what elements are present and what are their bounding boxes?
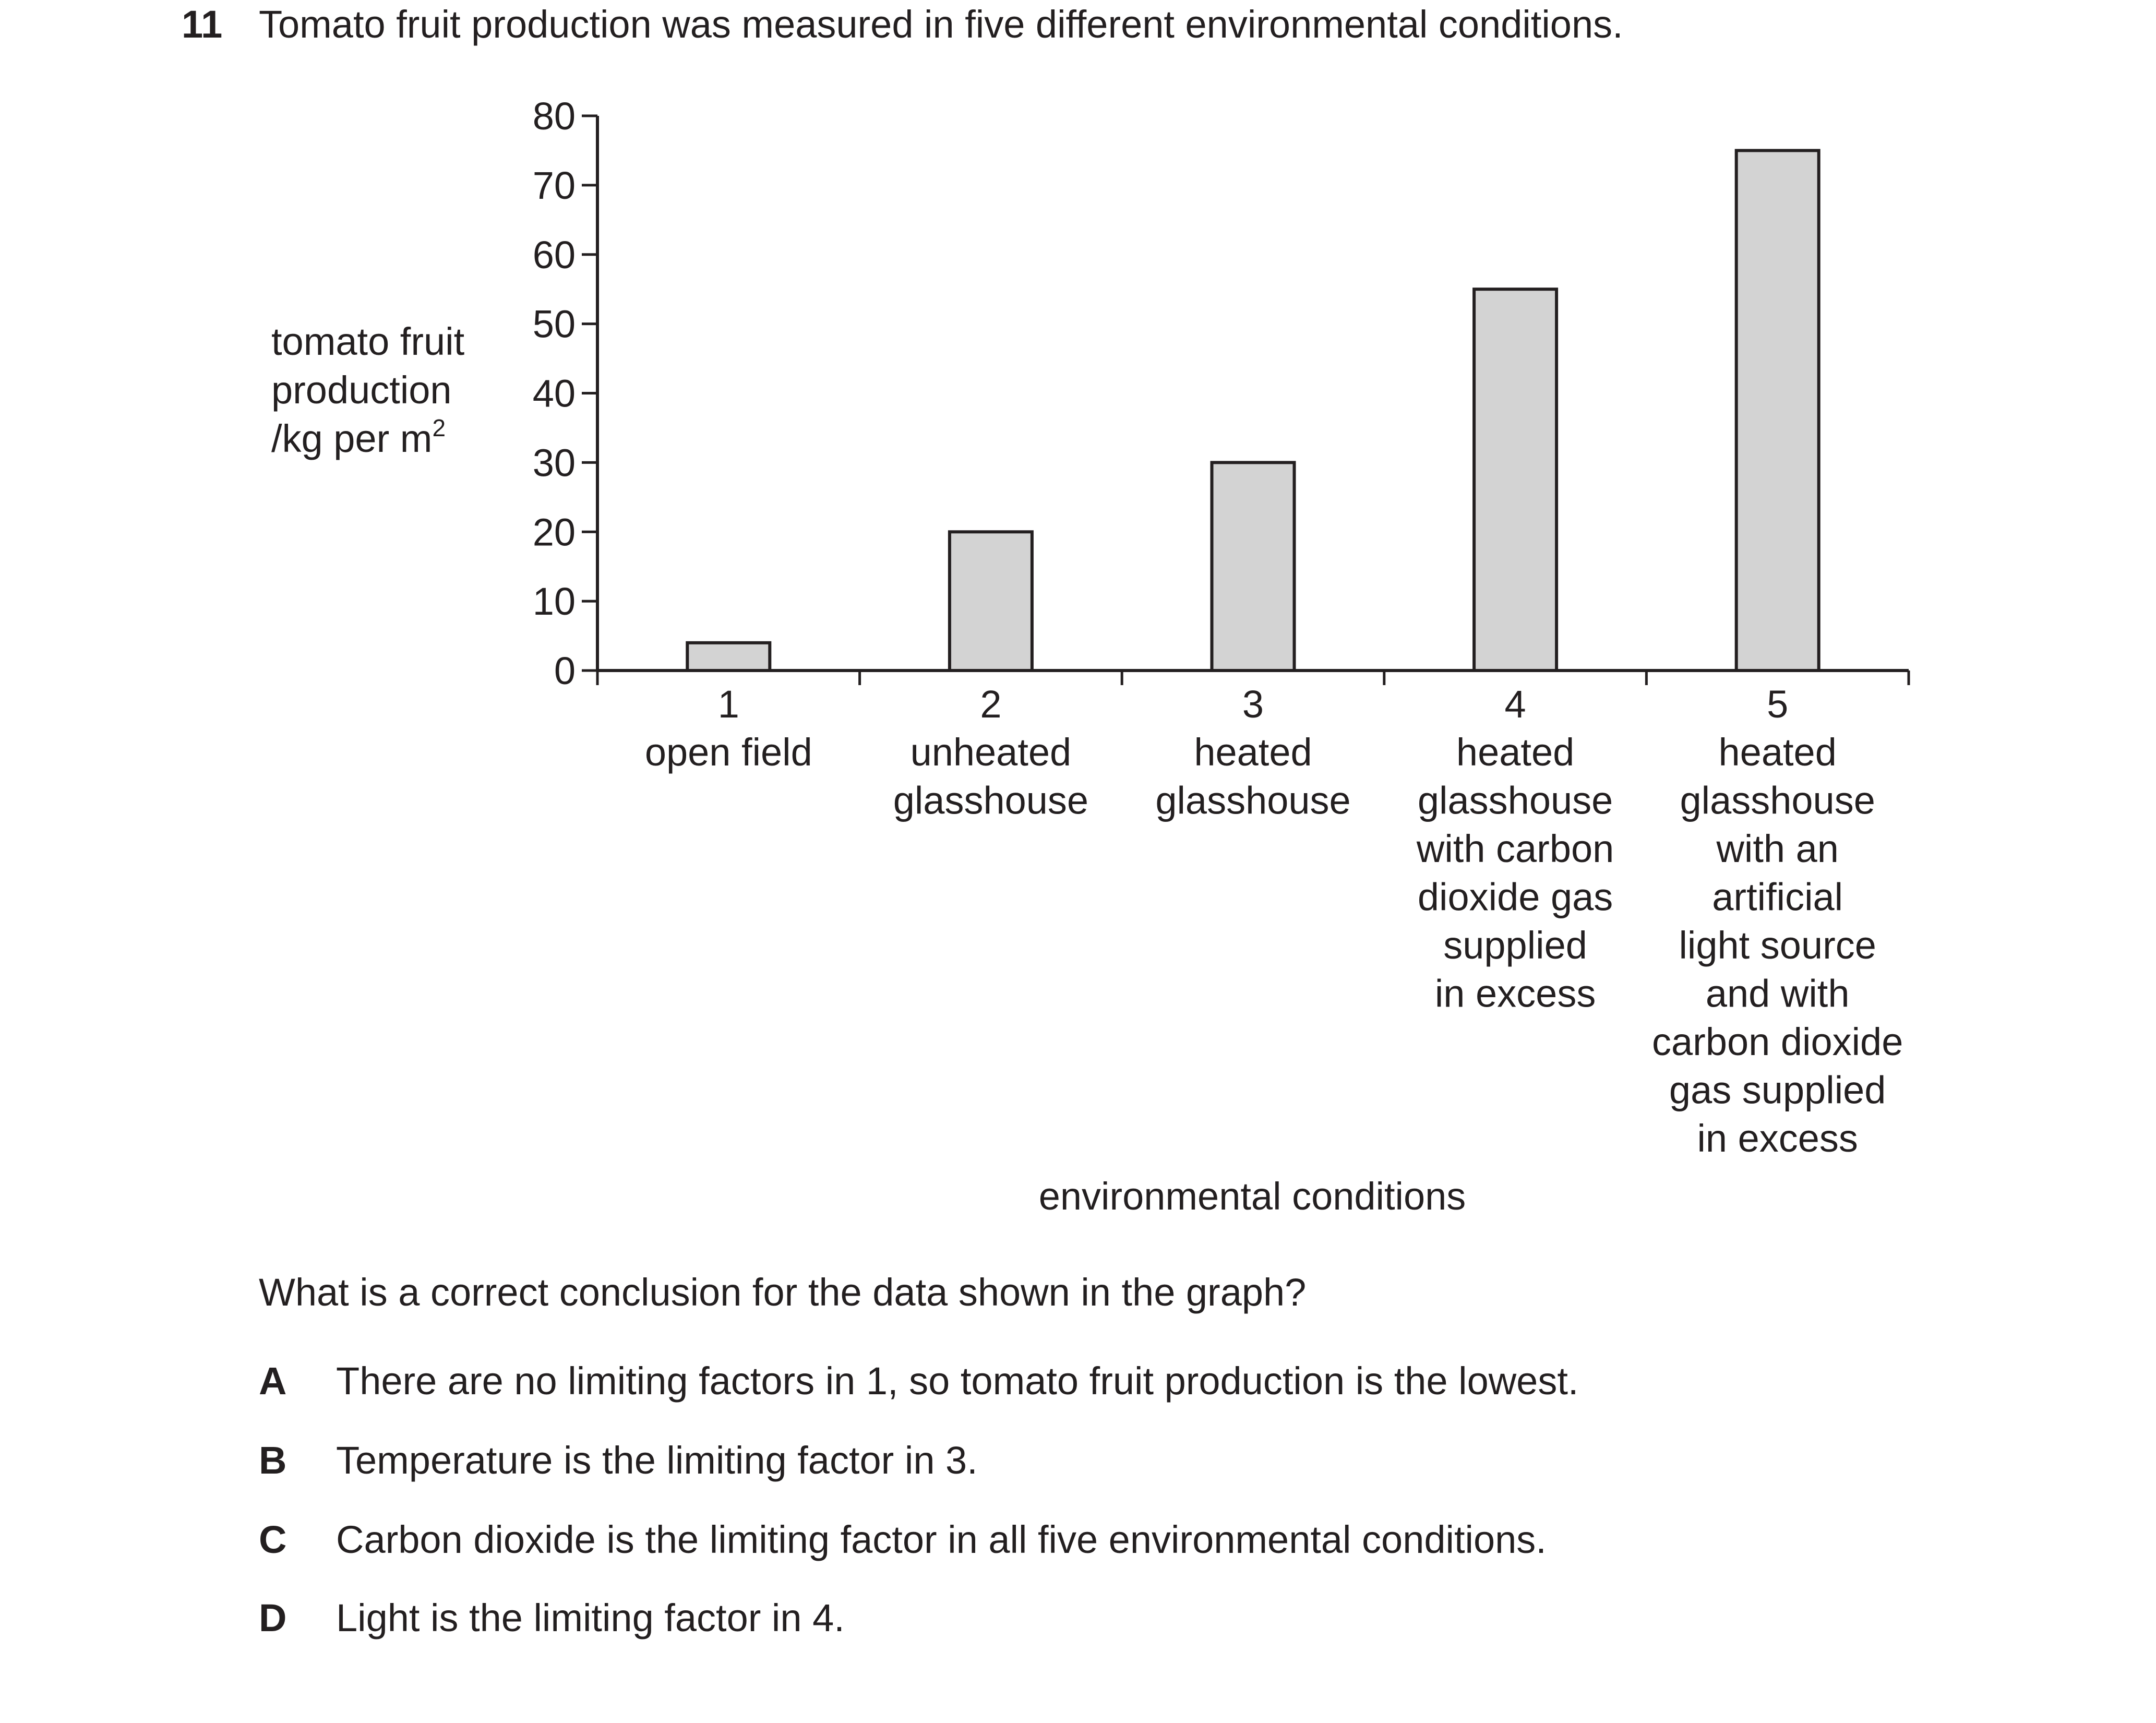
y-tick-label: 60 <box>533 233 576 277</box>
x-category-label: with carbon <box>1416 827 1614 870</box>
x-category-label: in excess <box>1697 1117 1858 1160</box>
question-prompt: What is a correct conclusion for the dat… <box>259 1271 1307 1314</box>
x-category-label: and with <box>1706 972 1850 1015</box>
question-stem: Tomato fruit production was measured in … <box>259 3 1623 46</box>
x-category-label: artificial <box>1712 876 1843 919</box>
y-axis-label-line: /kg per m2 <box>271 414 446 460</box>
y-axis-label-superscript: 2 <box>432 414 446 441</box>
x-category-number: 1 <box>718 683 739 726</box>
option-text: Temperature is the limiting factor in 3. <box>336 1439 978 1482</box>
y-axis-label-line: production <box>271 368 452 412</box>
option-text: There are no limiting factors in 1, so t… <box>336 1359 1579 1403</box>
option-letter: A <box>259 1359 287 1403</box>
x-axis-label: environmental conditions <box>1039 1175 1466 1218</box>
x-category-label: carbon dioxide <box>1652 1020 1903 1063</box>
x-category-label: glasshouse <box>893 779 1088 822</box>
bar <box>948 530 1034 672</box>
x-category-number: 3 <box>1242 683 1264 726</box>
bar <box>1734 149 1820 672</box>
y-tick-label: 0 <box>554 649 576 692</box>
y-axis-label: tomato fruit production/kg per m2 <box>271 320 465 460</box>
bar <box>1210 461 1296 672</box>
x-category-label: supplied <box>1443 924 1587 967</box>
question-number: 11 <box>182 3 223 46</box>
x-category-number: 2 <box>980 683 1001 726</box>
x-category-label: glasshouse <box>1418 779 1613 822</box>
x-category-label: unheated <box>911 731 1072 774</box>
x-category-number: 4 <box>1505 683 1526 726</box>
option-text: Light is the limiting factor in 4. <box>336 1596 845 1640</box>
y-axis-ticks: 0 10 20 30 40 50 60 70 80 <box>533 94 597 692</box>
y-tick-label: 30 <box>533 441 576 484</box>
x-category-label: open field <box>645 731 812 774</box>
y-tick-label: 10 <box>533 580 576 623</box>
option-letter: D <box>259 1596 287 1640</box>
bars <box>686 149 1820 672</box>
option-letter: C <box>259 1518 287 1561</box>
bar <box>1472 288 1559 672</box>
x-category-label: heated <box>1194 731 1312 774</box>
x-category-label: heated <box>1719 731 1837 774</box>
y-tick-label: 20 <box>533 510 576 554</box>
y-axis-label-line: tomato fruit <box>271 320 465 363</box>
x-category-label: gas supplied <box>1669 1069 1886 1112</box>
option-text: Carbon dioxide is the limiting factor in… <box>336 1518 1547 1561</box>
x-category-label: heated <box>1456 731 1574 774</box>
bar <box>686 641 772 672</box>
x-category-label: glasshouse <box>1680 779 1875 822</box>
x-category-label: in excess <box>1435 972 1596 1015</box>
x-category-label: glasshouse <box>1155 779 1350 822</box>
x-category-number: 5 <box>1767 683 1788 726</box>
y-tick-label: 80 <box>533 94 576 138</box>
y-tick-label: 40 <box>533 372 576 415</box>
option-letter: B <box>259 1439 287 1482</box>
y-tick-label: 50 <box>533 303 576 346</box>
x-category-label: light source <box>1679 924 1876 967</box>
x-category-label: dioxide gas <box>1418 876 1613 919</box>
x-category-label: with an <box>1716 827 1838 870</box>
axes <box>596 116 1910 685</box>
y-tick-label: 70 <box>533 164 576 207</box>
x-category-labels: 1 open field 2 unheated glasshouse 3 heated gla… <box>645 683 1903 1160</box>
